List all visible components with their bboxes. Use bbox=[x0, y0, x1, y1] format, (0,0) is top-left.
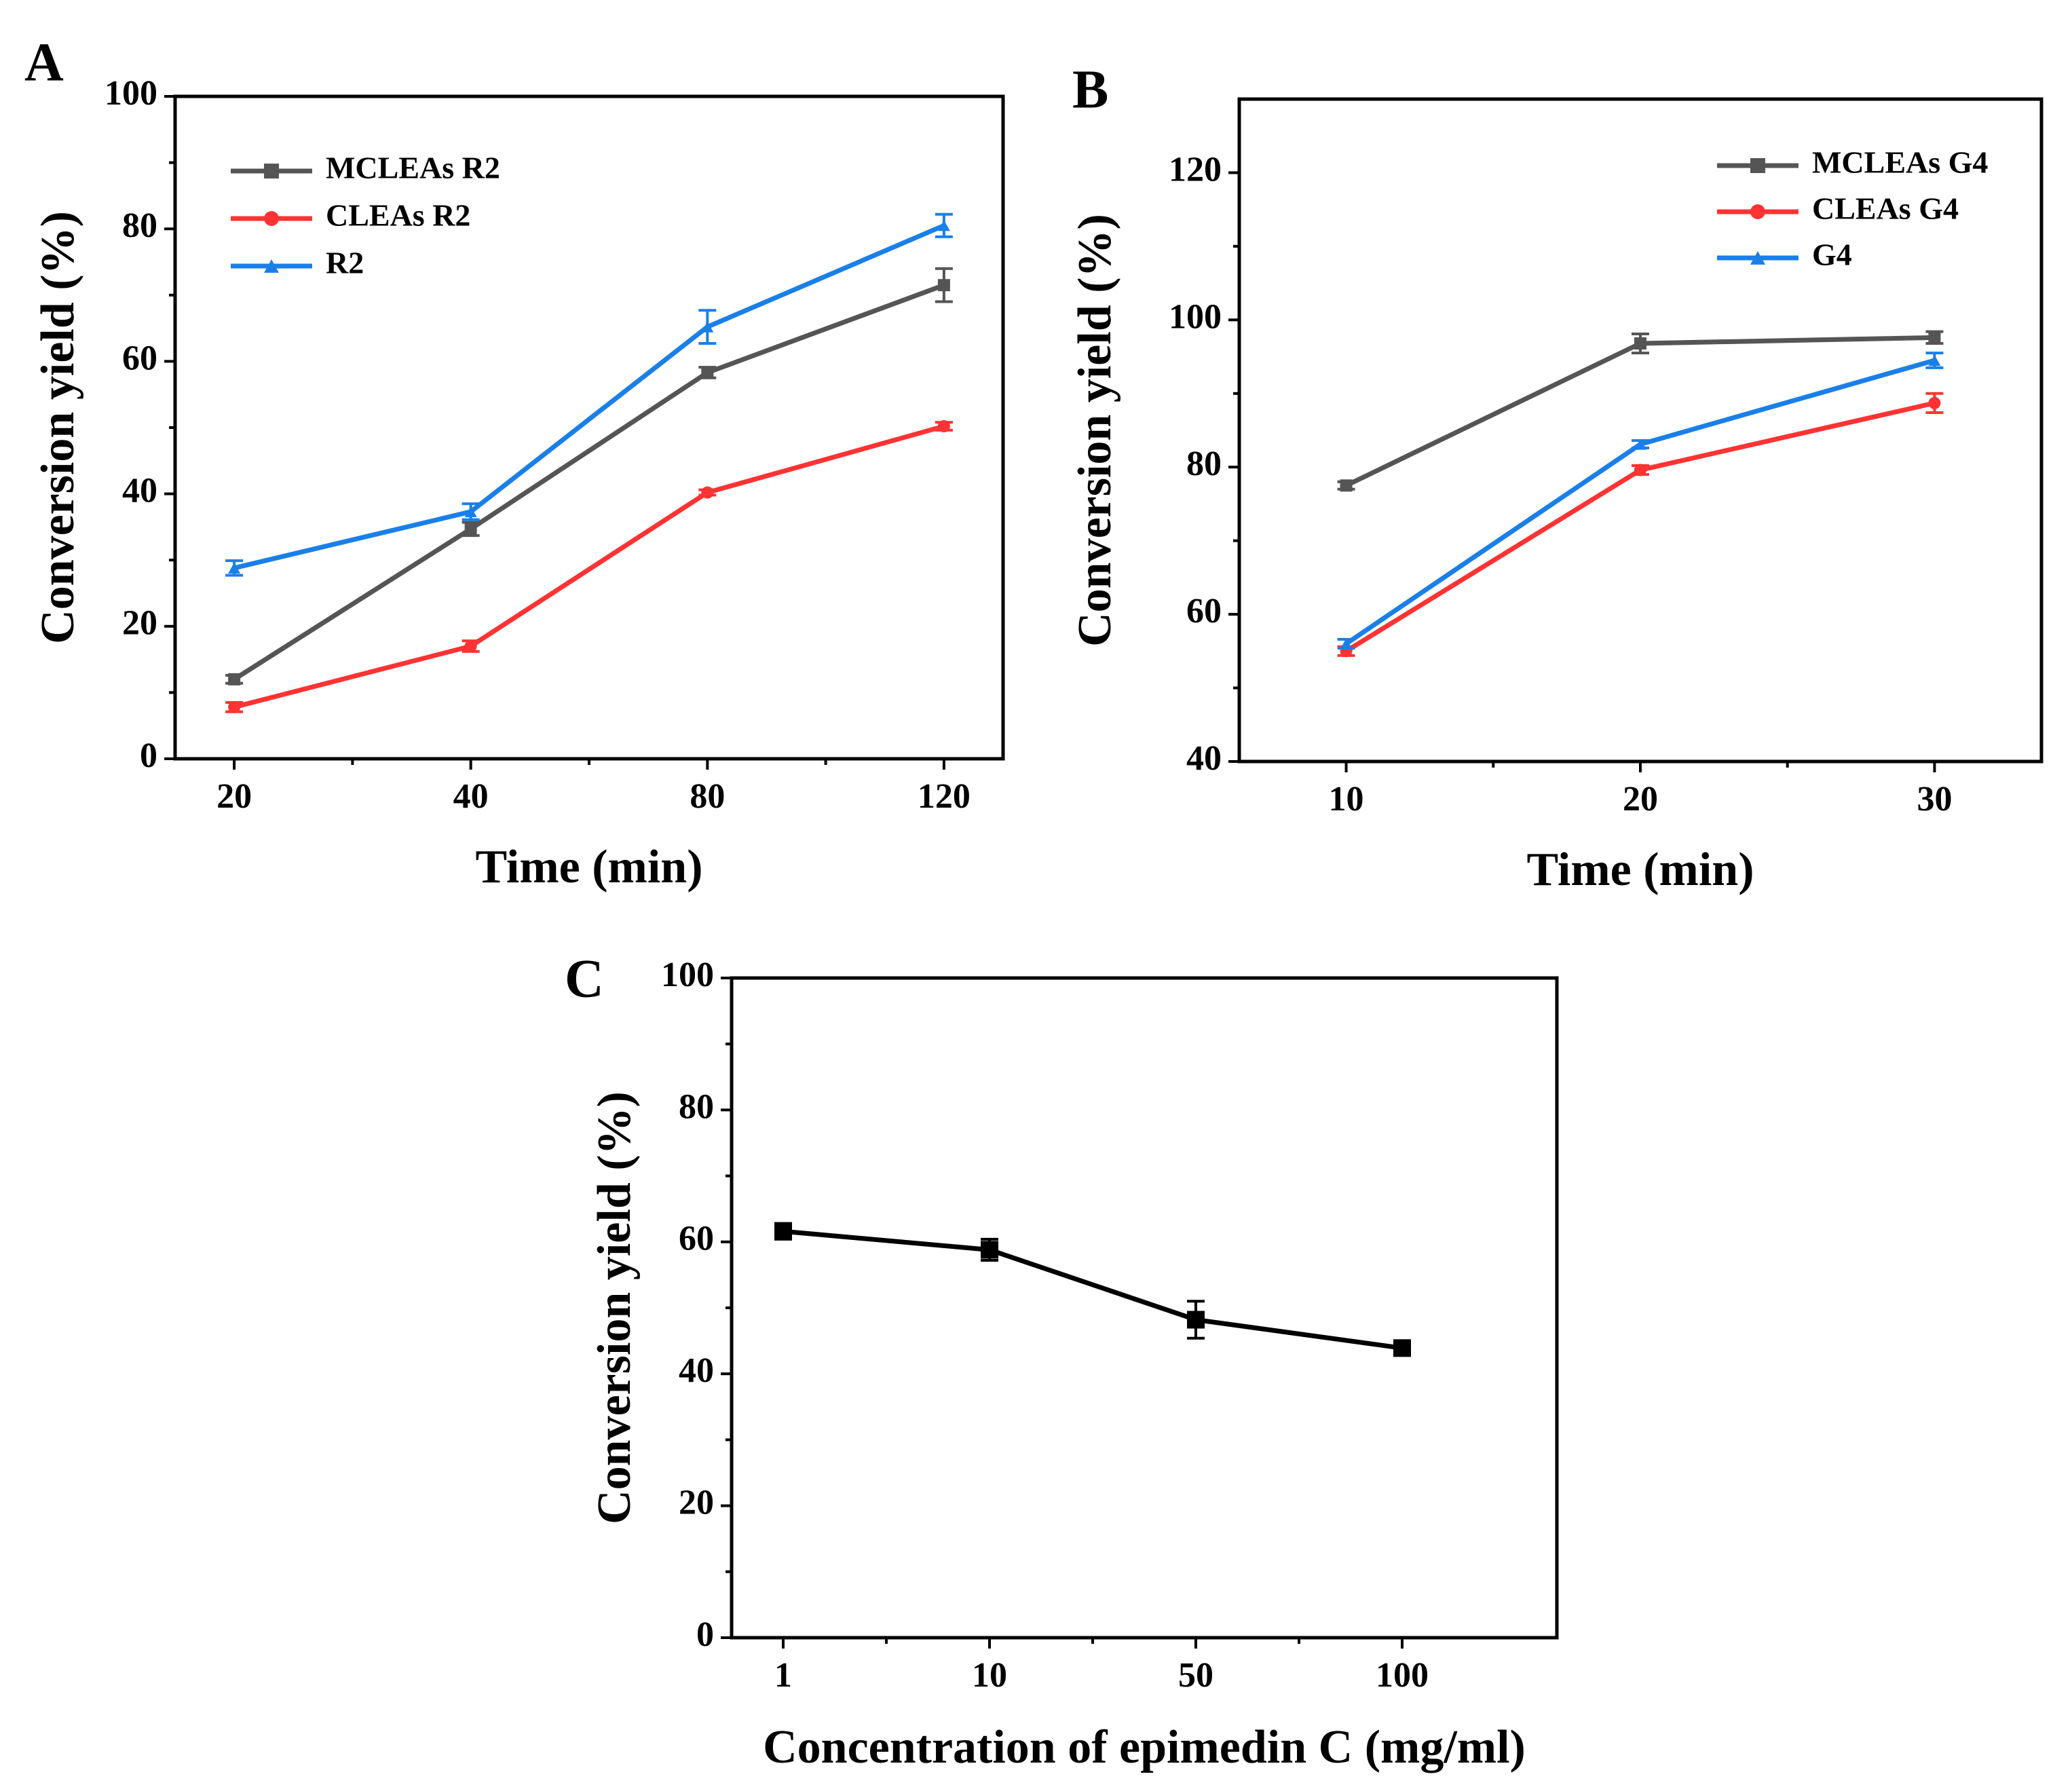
y-axis-label: Conversion yield (%) bbox=[32, 211, 84, 644]
legend-marker bbox=[1750, 251, 1765, 265]
x-tick-label: 10 bbox=[972, 1656, 1007, 1695]
y-tick-label: 40 bbox=[1186, 739, 1222, 778]
data-point bbox=[1928, 354, 1941, 366]
x-tick-label: 100 bbox=[1376, 1656, 1429, 1695]
y-tick-label: 60 bbox=[122, 339, 157, 377]
series-line bbox=[233, 223, 945, 571]
y-tick-label: 60 bbox=[1186, 592, 1222, 631]
legend-marker bbox=[1750, 158, 1765, 173]
x-tick-label: 80 bbox=[690, 777, 725, 816]
data-point bbox=[981, 1241, 998, 1259]
legend-label: G4 bbox=[1812, 238, 1852, 272]
data-point bbox=[464, 523, 477, 535]
data-point bbox=[1340, 479, 1353, 492]
legend-label: MCLEAs R2 bbox=[326, 151, 500, 185]
y-tick-label: 80 bbox=[1186, 445, 1222, 483]
panel-letter-C: C bbox=[565, 949, 604, 1009]
data-point bbox=[464, 506, 477, 518]
y-tick-label: 100 bbox=[661, 956, 714, 994]
data-point bbox=[228, 673, 241, 685]
y-tick-label: 100 bbox=[1169, 297, 1222, 336]
x-tick-label: 20 bbox=[1623, 780, 1658, 819]
plot-frame bbox=[730, 976, 1559, 1640]
series-line bbox=[1344, 358, 1936, 646]
data-point bbox=[464, 640, 477, 653]
y-tick-label: 20 bbox=[679, 1484, 714, 1522]
plot-frame bbox=[173, 94, 1005, 761]
data-point bbox=[774, 1222, 792, 1241]
x-tick-label: 1 bbox=[774, 1656, 792, 1695]
series-line bbox=[233, 282, 945, 681]
y-tick-label: 100 bbox=[105, 74, 157, 113]
data-point bbox=[1928, 396, 1941, 409]
legend-marker bbox=[264, 259, 279, 273]
data-point bbox=[1187, 1311, 1205, 1329]
data-point bbox=[1634, 438, 1646, 450]
series-line bbox=[1345, 335, 1935, 488]
panel-letter-A: A bbox=[24, 33, 64, 92]
x-tick-label: 50 bbox=[1178, 1656, 1213, 1695]
y-tick-label: 40 bbox=[122, 472, 157, 510]
x-tick-label: 30 bbox=[1917, 780, 1952, 819]
legend-marker bbox=[264, 211, 279, 226]
data-point bbox=[1634, 464, 1646, 476]
series-line bbox=[783, 1228, 1403, 1351]
y-tick-label: 120 bbox=[1169, 150, 1222, 189]
data-point bbox=[937, 220, 950, 231]
data-point bbox=[937, 420, 950, 433]
x-tick-label: 120 bbox=[918, 777, 971, 816]
y-tick-label: 80 bbox=[122, 206, 157, 245]
x-axis-label: Time (min) bbox=[475, 841, 702, 893]
x-axis-label: Time (min) bbox=[1526, 844, 1754, 896]
y-tick-label: 80 bbox=[679, 1087, 714, 1126]
y-tick-label: 20 bbox=[122, 604, 157, 643]
x-axis-label: Concentration of epimedin C (mg/ml) bbox=[763, 1721, 1526, 1773]
data-point bbox=[701, 366, 714, 379]
y-tick-label: 60 bbox=[679, 1220, 714, 1258]
data-point bbox=[1928, 331, 1941, 344]
data-point bbox=[937, 279, 950, 292]
legend-label: MCLEAs G4 bbox=[1812, 145, 1988, 180]
data-point bbox=[701, 321, 714, 333]
data-point bbox=[1340, 638, 1353, 650]
data-point bbox=[1393, 1339, 1411, 1357]
data-point bbox=[701, 486, 714, 499]
x-tick-label: 10 bbox=[1329, 780, 1364, 819]
panel-letter-B: B bbox=[1072, 60, 1108, 119]
x-tick-label: 40 bbox=[453, 777, 489, 816]
legend-marker bbox=[1750, 204, 1765, 219]
y-tick-label: 0 bbox=[140, 736, 157, 775]
y-tick-label: 0 bbox=[696, 1615, 714, 1654]
legend-label: R2 bbox=[326, 246, 364, 280]
y-tick-label: 40 bbox=[679, 1351, 714, 1390]
y-axis-label: Conversion yield (%) bbox=[588, 1091, 641, 1524]
data-point bbox=[1634, 337, 1646, 350]
series-line bbox=[233, 424, 945, 710]
legend-marker bbox=[264, 164, 279, 178]
legend-label: CLEAs G4 bbox=[1812, 191, 1959, 226]
data-point bbox=[228, 562, 241, 574]
data-point bbox=[228, 700, 241, 713]
legend-label: CLEAs R2 bbox=[326, 198, 470, 233]
x-tick-label: 20 bbox=[216, 777, 252, 816]
y-axis-label: Conversion yield (%) bbox=[1069, 214, 1121, 647]
